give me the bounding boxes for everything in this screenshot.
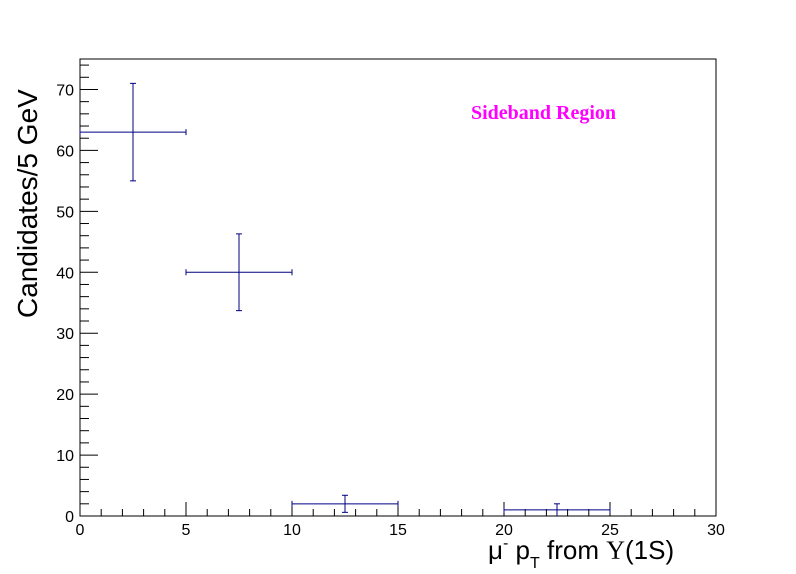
x-tick-label: 15 (389, 522, 407, 539)
y-tick-label: 40 (56, 265, 74, 282)
x-title-mu: μ (488, 535, 503, 565)
x-tick-label: 25 (601, 522, 619, 539)
data-series (79, 82, 611, 516)
x-tick-label: 5 (182, 522, 191, 539)
x-title-sub: T (530, 555, 540, 572)
x-title-p: p (508, 535, 530, 565)
data-point (503, 503, 611, 516)
plot-frame (79, 58, 717, 517)
y-tick-label: 0 (65, 509, 74, 526)
data-point (79, 82, 187, 182)
x-axis-title: μ- pT from Υ(1S) (488, 535, 674, 572)
x-title-sup: - (503, 535, 508, 552)
x-title-from: from (540, 535, 606, 565)
x-tick-label: 10 (283, 522, 301, 539)
sideband-annotation: Sideband Region (471, 102, 616, 124)
y-tick-label: 60 (56, 143, 74, 160)
x-axis: 0 5 10 15 20 25 30 (76, 502, 725, 539)
y-axis-title: Candidates/5 GeV (12, 89, 43, 318)
y-tick-label: 70 (56, 82, 74, 99)
data-point (291, 494, 399, 513)
y-axis: 0 10 20 30 40 50 60 70 (56, 64, 98, 526)
y-tick-label: 30 (56, 326, 74, 343)
x-tick-label: 20 (495, 522, 513, 539)
data-point (185, 233, 293, 312)
x-tick-label: 0 (76, 522, 85, 539)
y-tick-label: 50 (56, 204, 74, 221)
x-title-upsilon: Υ (606, 536, 625, 565)
y-tick-label: 20 (56, 387, 74, 404)
x-title-1s: (1S) (625, 535, 674, 565)
x-tick-label: 30 (707, 522, 725, 539)
y-tick-label: 10 (56, 448, 74, 465)
